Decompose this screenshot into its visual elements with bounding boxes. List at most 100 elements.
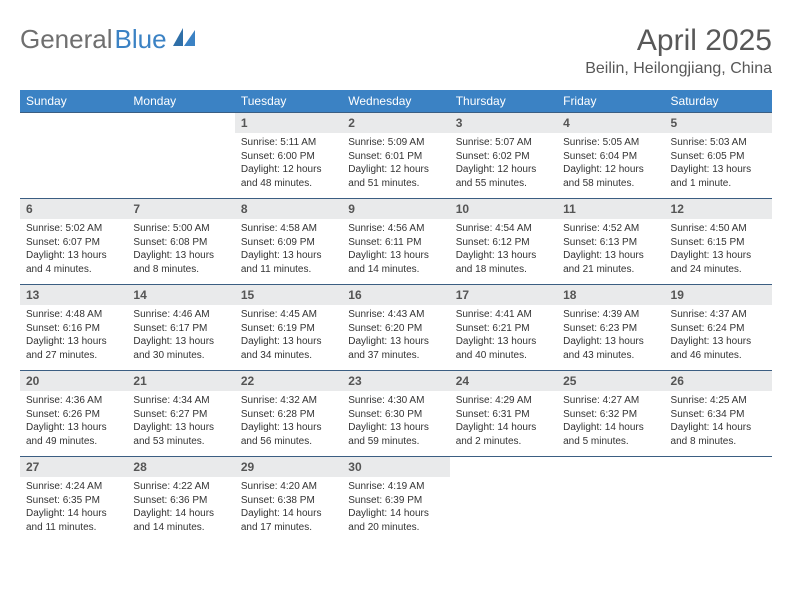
day-detail-cell: Sunrise: 5:11 AMSunset: 6:00 PMDaylight:…	[235, 133, 342, 199]
day-detail-cell: Sunrise: 4:58 AMSunset: 6:09 PMDaylight:…	[235, 219, 342, 285]
sunset-text: Sunset: 6:30 PM	[348, 408, 443, 422]
day-detail-cell: Sunrise: 4:30 AMSunset: 6:30 PMDaylight:…	[342, 391, 449, 457]
daylight-text: Daylight: 14 hours and 11 minutes.	[26, 507, 121, 534]
day-detail-cell: Sunrise: 5:03 AMSunset: 6:05 PMDaylight:…	[665, 133, 772, 199]
day-number-cell: 5	[665, 113, 772, 134]
day-detail-cell: Sunrise: 4:50 AMSunset: 6:15 PMDaylight:…	[665, 219, 772, 285]
sunrise-text: Sunrise: 4:37 AM	[671, 308, 766, 322]
calendar-table: SundayMondayTuesdayWednesdayThursdayFrid…	[20, 90, 772, 542]
day-number-cell: 6	[20, 199, 127, 220]
day-number-cell: 30	[342, 457, 449, 478]
sunrise-text: Sunrise: 4:56 AM	[348, 222, 443, 236]
sunrise-text: Sunrise: 4:19 AM	[348, 480, 443, 494]
sunset-text: Sunset: 6:15 PM	[671, 236, 766, 250]
day-number-cell: 8	[235, 199, 342, 220]
sunset-text: Sunset: 6:27 PM	[133, 408, 228, 422]
sunset-text: Sunset: 6:16 PM	[26, 322, 121, 336]
daylight-text: Daylight: 13 hours and 24 minutes.	[671, 249, 766, 276]
daylight-text: Daylight: 13 hours and 1 minute.	[671, 163, 766, 190]
day-number-cell: 3	[450, 113, 557, 134]
daylight-text: Daylight: 13 hours and 21 minutes.	[563, 249, 658, 276]
logo-text-blue: Blue	[115, 24, 167, 55]
title-block: April 2025 Beilin, Heilongjiang, China	[585, 24, 772, 78]
day-number-cell: 21	[127, 371, 234, 392]
daylight-text: Daylight: 13 hours and 49 minutes.	[26, 421, 121, 448]
day-number-cell: 13	[20, 285, 127, 306]
sunrise-text: Sunrise: 4:50 AM	[671, 222, 766, 236]
sunrise-text: Sunrise: 4:36 AM	[26, 394, 121, 408]
day-number-cell: 18	[557, 285, 664, 306]
daylight-text: Daylight: 14 hours and 8 minutes.	[671, 421, 766, 448]
logo-sail-icon	[173, 28, 195, 53]
daylight-text: Daylight: 14 hours and 5 minutes.	[563, 421, 658, 448]
sunset-text: Sunset: 6:11 PM	[348, 236, 443, 250]
daylight-text: Daylight: 13 hours and 56 minutes.	[241, 421, 336, 448]
day-detail-cell: Sunrise: 4:56 AMSunset: 6:11 PMDaylight:…	[342, 219, 449, 285]
day-number-cell: 29	[235, 457, 342, 478]
day-detail-cell: Sunrise: 4:39 AMSunset: 6:23 PMDaylight:…	[557, 305, 664, 371]
sunrise-text: Sunrise: 4:25 AM	[671, 394, 766, 408]
day-number-cell: 12	[665, 199, 772, 220]
empty-cell	[450, 457, 557, 478]
sunset-text: Sunset: 6:07 PM	[26, 236, 121, 250]
sunrise-text: Sunrise: 4:58 AM	[241, 222, 336, 236]
sunrise-text: Sunrise: 4:45 AM	[241, 308, 336, 322]
day-detail-cell: Sunrise: 4:34 AMSunset: 6:27 PMDaylight:…	[127, 391, 234, 457]
day-detail-cell: Sunrise: 4:52 AMSunset: 6:13 PMDaylight:…	[557, 219, 664, 285]
sunset-text: Sunset: 6:23 PM	[563, 322, 658, 336]
sunset-text: Sunset: 6:17 PM	[133, 322, 228, 336]
sunrise-text: Sunrise: 4:41 AM	[456, 308, 551, 322]
sunset-text: Sunset: 6:20 PM	[348, 322, 443, 336]
day-number-cell: 22	[235, 371, 342, 392]
daylight-text: Daylight: 13 hours and 40 minutes.	[456, 335, 551, 362]
empty-cell	[665, 477, 772, 542]
empty-cell	[127, 113, 234, 134]
sunrise-text: Sunrise: 5:02 AM	[26, 222, 121, 236]
sunset-text: Sunset: 6:13 PM	[563, 236, 658, 250]
empty-cell	[665, 457, 772, 478]
day-number-cell: 1	[235, 113, 342, 134]
sunrise-text: Sunrise: 4:32 AM	[241, 394, 336, 408]
day-detail-cell: Sunrise: 5:05 AMSunset: 6:04 PMDaylight:…	[557, 133, 664, 199]
sunrise-text: Sunrise: 5:11 AM	[241, 136, 336, 150]
calendar-page: General Blue April 2025 Beilin, Heilongj…	[0, 0, 792, 566]
sunset-text: Sunset: 6:02 PM	[456, 150, 551, 164]
sunset-text: Sunset: 6:05 PM	[671, 150, 766, 164]
sunrise-text: Sunrise: 4:24 AM	[26, 480, 121, 494]
empty-cell	[557, 477, 664, 542]
empty-cell	[127, 133, 234, 199]
day-number-cell: 20	[20, 371, 127, 392]
daylight-text: Daylight: 13 hours and 27 minutes.	[26, 335, 121, 362]
weekday-header: Thursday	[450, 90, 557, 113]
day-detail-cell: Sunrise: 4:41 AMSunset: 6:21 PMDaylight:…	[450, 305, 557, 371]
day-detail-row: Sunrise: 4:48 AMSunset: 6:16 PMDaylight:…	[20, 305, 772, 371]
day-detail-cell: Sunrise: 4:43 AMSunset: 6:20 PMDaylight:…	[342, 305, 449, 371]
sunrise-text: Sunrise: 5:03 AM	[671, 136, 766, 150]
sunrise-text: Sunrise: 5:05 AM	[563, 136, 658, 150]
daylight-text: Daylight: 12 hours and 51 minutes.	[348, 163, 443, 190]
day-number-row: 6789101112	[20, 199, 772, 220]
daylight-text: Daylight: 13 hours and 11 minutes.	[241, 249, 336, 276]
weekday-header: Tuesday	[235, 90, 342, 113]
sunrise-text: Sunrise: 4:20 AM	[241, 480, 336, 494]
day-detail-cell: Sunrise: 4:27 AMSunset: 6:32 PMDaylight:…	[557, 391, 664, 457]
weekday-header: Friday	[557, 90, 664, 113]
day-number-cell: 16	[342, 285, 449, 306]
day-detail-row: Sunrise: 5:11 AMSunset: 6:00 PMDaylight:…	[20, 133, 772, 199]
daylight-text: Daylight: 12 hours and 55 minutes.	[456, 163, 551, 190]
sunrise-text: Sunrise: 4:22 AM	[133, 480, 228, 494]
day-detail-cell: Sunrise: 4:32 AMSunset: 6:28 PMDaylight:…	[235, 391, 342, 457]
day-number-row: 12345	[20, 113, 772, 134]
day-detail-row: Sunrise: 4:36 AMSunset: 6:26 PMDaylight:…	[20, 391, 772, 457]
day-detail-cell: Sunrise: 5:02 AMSunset: 6:07 PMDaylight:…	[20, 219, 127, 285]
day-number-cell: 11	[557, 199, 664, 220]
logo-text-general: General	[20, 24, 113, 55]
day-number-cell: 10	[450, 199, 557, 220]
sunset-text: Sunset: 6:39 PM	[348, 494, 443, 508]
day-detail-cell: Sunrise: 4:29 AMSunset: 6:31 PMDaylight:…	[450, 391, 557, 457]
day-number-cell: 26	[665, 371, 772, 392]
daylight-text: Daylight: 13 hours and 53 minutes.	[133, 421, 228, 448]
daylight-text: Daylight: 13 hours and 14 minutes.	[348, 249, 443, 276]
day-detail-cell: Sunrise: 4:45 AMSunset: 6:19 PMDaylight:…	[235, 305, 342, 371]
sunset-text: Sunset: 6:38 PM	[241, 494, 336, 508]
